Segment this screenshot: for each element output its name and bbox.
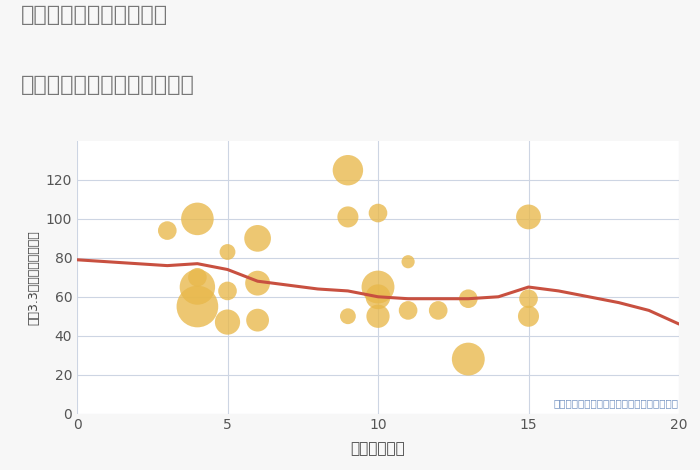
Point (192, 283, 203, 291)
Point (252, 235, 263, 242)
Point (523, 313, 534, 320)
Point (252, 316, 263, 324)
Point (222, 248, 233, 256)
Y-axis label: 坪（3.3㎡）単価（万円）: 坪（3.3㎡）単価（万円） (27, 230, 40, 325)
Point (342, 313, 354, 320)
Point (252, 279, 263, 287)
Point (222, 287, 233, 295)
Point (402, 306, 414, 314)
Point (372, 293, 384, 300)
Point (523, 213, 534, 221)
Point (192, 274, 203, 281)
Point (402, 258, 414, 266)
Point (372, 313, 384, 320)
Point (463, 355, 474, 363)
Point (192, 215, 203, 223)
Point (222, 318, 233, 326)
Point (162, 227, 173, 235)
Point (342, 213, 354, 221)
Point (433, 306, 444, 314)
Text: 駅距離別中古マンション価格: 駅距離別中古マンション価格 (21, 75, 195, 95)
Point (463, 295, 474, 303)
Point (372, 209, 384, 217)
Point (523, 295, 534, 303)
Text: 三重県四日市市三滝台の: 三重県四日市市三滝台の (21, 5, 168, 25)
Point (342, 166, 354, 174)
Text: 円の大きさは、取引のあった物件面積を示す: 円の大きさは、取引のあった物件面積を示す (554, 398, 679, 408)
Point (372, 283, 384, 291)
Point (192, 303, 203, 310)
X-axis label: 駅距離（分）: 駅距離（分） (351, 441, 405, 456)
